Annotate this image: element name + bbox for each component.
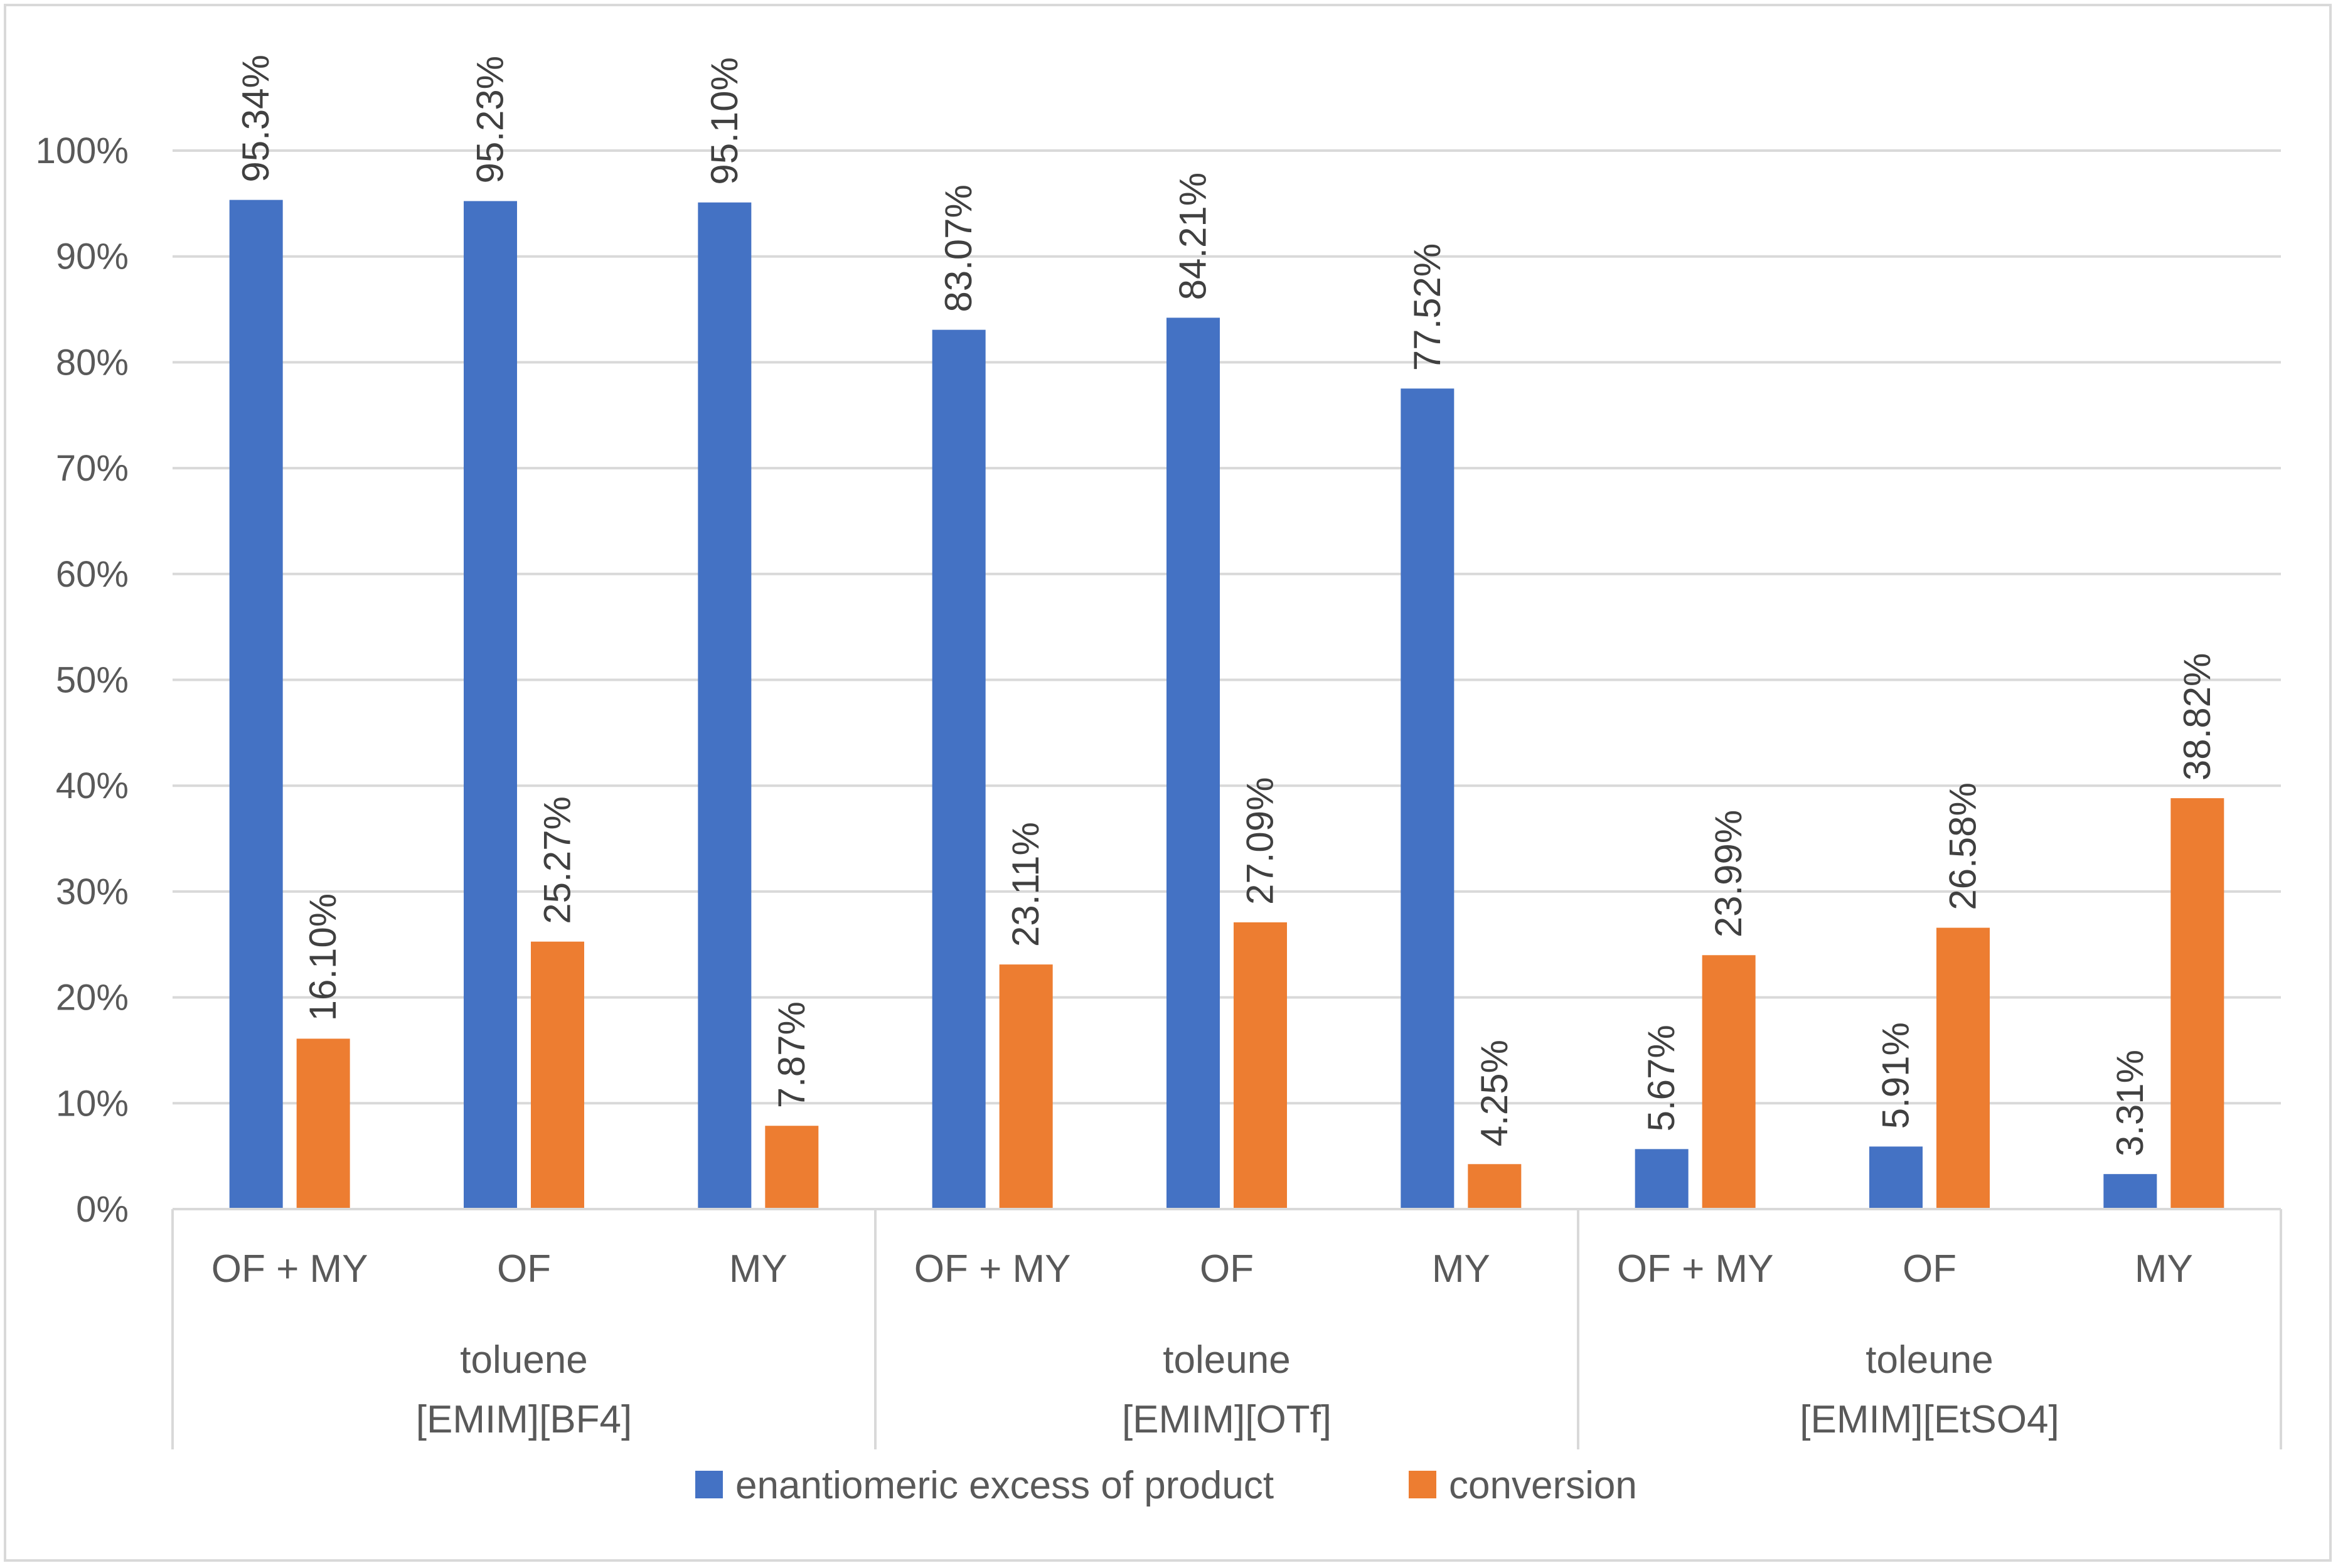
- data-label: 5.91%: [1875, 1022, 1917, 1129]
- bar-conversion: [999, 964, 1053, 1209]
- category-label: OF: [1903, 1247, 1956, 1291]
- gridlines: [173, 149, 2281, 1105]
- bar-enantiomeric-excess: [1401, 388, 1455, 1210]
- group-label-line1: toleune: [1866, 1338, 1993, 1382]
- data-label: 26.58%: [1942, 782, 1984, 910]
- bar-enantiomeric-excess: [1166, 317, 1220, 1209]
- data-label: 3.31%: [2109, 1050, 2151, 1156]
- data-label: 38.82%: [2176, 653, 2218, 781]
- data-label: 83.07%: [937, 184, 980, 312]
- legend-label: conversion: [1449, 1464, 1637, 1507]
- data-label: 25.27%: [536, 796, 579, 924]
- data-label: 7.87%: [771, 1001, 813, 1108]
- data-label: 95.23%: [469, 56, 511, 184]
- bar-conversion: [531, 941, 584, 1209]
- y-tick-label: 100%: [36, 131, 129, 171]
- x-axis: OF + MY OF MY toluene [EMIM][BF4] OF + MY OF MY…: [171, 1208, 2282, 1449]
- legend-swatch-conversion: [1409, 1471, 1436, 1498]
- y-tick-label: 0%: [76, 1189, 129, 1230]
- y-tick-label: 20%: [56, 978, 129, 1018]
- category-label: OF + MY: [914, 1247, 1071, 1291]
- bar-conversion: [2170, 798, 2224, 1209]
- data-label: 95.10%: [703, 57, 745, 185]
- y-tick-label: 30%: [56, 872, 129, 912]
- group-label-line2: [EMIM][OTf]: [1122, 1398, 1332, 1441]
- bar-enantiomeric-excess: [2103, 1174, 2157, 1209]
- bar-conversion: [296, 1038, 350, 1209]
- bar-enantiomeric-excess: [229, 200, 283, 1209]
- bar-enantiomeric-excess: [1869, 1146, 1923, 1209]
- bar-conversion: [1468, 1164, 1522, 1209]
- bar-enantiomeric-excess: [932, 329, 986, 1209]
- category-label: OF + MY: [1617, 1247, 1774, 1291]
- group-label-line1: toleune: [1163, 1338, 1290, 1382]
- data-label: 27.09%: [1239, 777, 1281, 905]
- bar-enantiomeric-excess: [464, 201, 517, 1209]
- bars: [229, 200, 2224, 1210]
- data-label: 84.21%: [1172, 173, 1214, 301]
- legend-label: enantiomeric excess of product: [735, 1464, 1274, 1507]
- data-label: 4.25%: [1473, 1040, 1515, 1146]
- data-label: 5.67%: [1640, 1025, 1682, 1131]
- group-label-line1: toluene: [460, 1338, 587, 1382]
- y-tick-label: 70%: [56, 448, 129, 489]
- legend-swatch-enantiomeric-excess: [695, 1471, 723, 1498]
- category-label: MY: [729, 1247, 787, 1291]
- data-label: 16.10%: [302, 893, 344, 1021]
- y-tick-label: 50%: [56, 660, 129, 701]
- data-label: 95.34%: [235, 55, 277, 182]
- bar-conversion: [1234, 922, 1287, 1209]
- y-tick-label: 10%: [56, 1083, 129, 1124]
- y-axis: 0% 10% 20% 30% 40% 50% 60% 70% 80% 90% 100%: [36, 131, 129, 1230]
- y-tick-label: 60%: [56, 554, 129, 595]
- y-tick-label: 90%: [56, 237, 129, 277]
- group-label-line2: [EMIM][EtSO4]: [1800, 1398, 2059, 1441]
- category-label: OF + MY: [211, 1247, 368, 1291]
- y-tick-label: 40%: [56, 765, 129, 806]
- category-label: OF: [1200, 1247, 1254, 1291]
- category-label: OF: [497, 1247, 551, 1291]
- bar-enantiomeric-excess: [698, 202, 752, 1210]
- group-label-line2: [EMIM][BF4]: [416, 1398, 632, 1441]
- category-label: MY: [2135, 1247, 2193, 1291]
- legend: enantiomeric excess of product conversion: [695, 1464, 1637, 1507]
- data-label: 77.52%: [1406, 243, 1448, 371]
- data-labels: 95.34% 95.23% 95.10% 83.07% 84.21% 77.52% 5.67…: [235, 55, 2218, 1156]
- bar-conversion: [765, 1126, 819, 1209]
- bar-conversion: [1702, 955, 1756, 1209]
- category-label: MY: [1432, 1247, 1490, 1291]
- y-tick-label: 80%: [56, 342, 129, 383]
- bar-enantiomeric-excess: [1635, 1149, 1689, 1209]
- bar-conversion: [1936, 927, 1990, 1209]
- data-label: 23.99%: [1707, 810, 1749, 938]
- data-label: 23.11%: [1005, 822, 1047, 947]
